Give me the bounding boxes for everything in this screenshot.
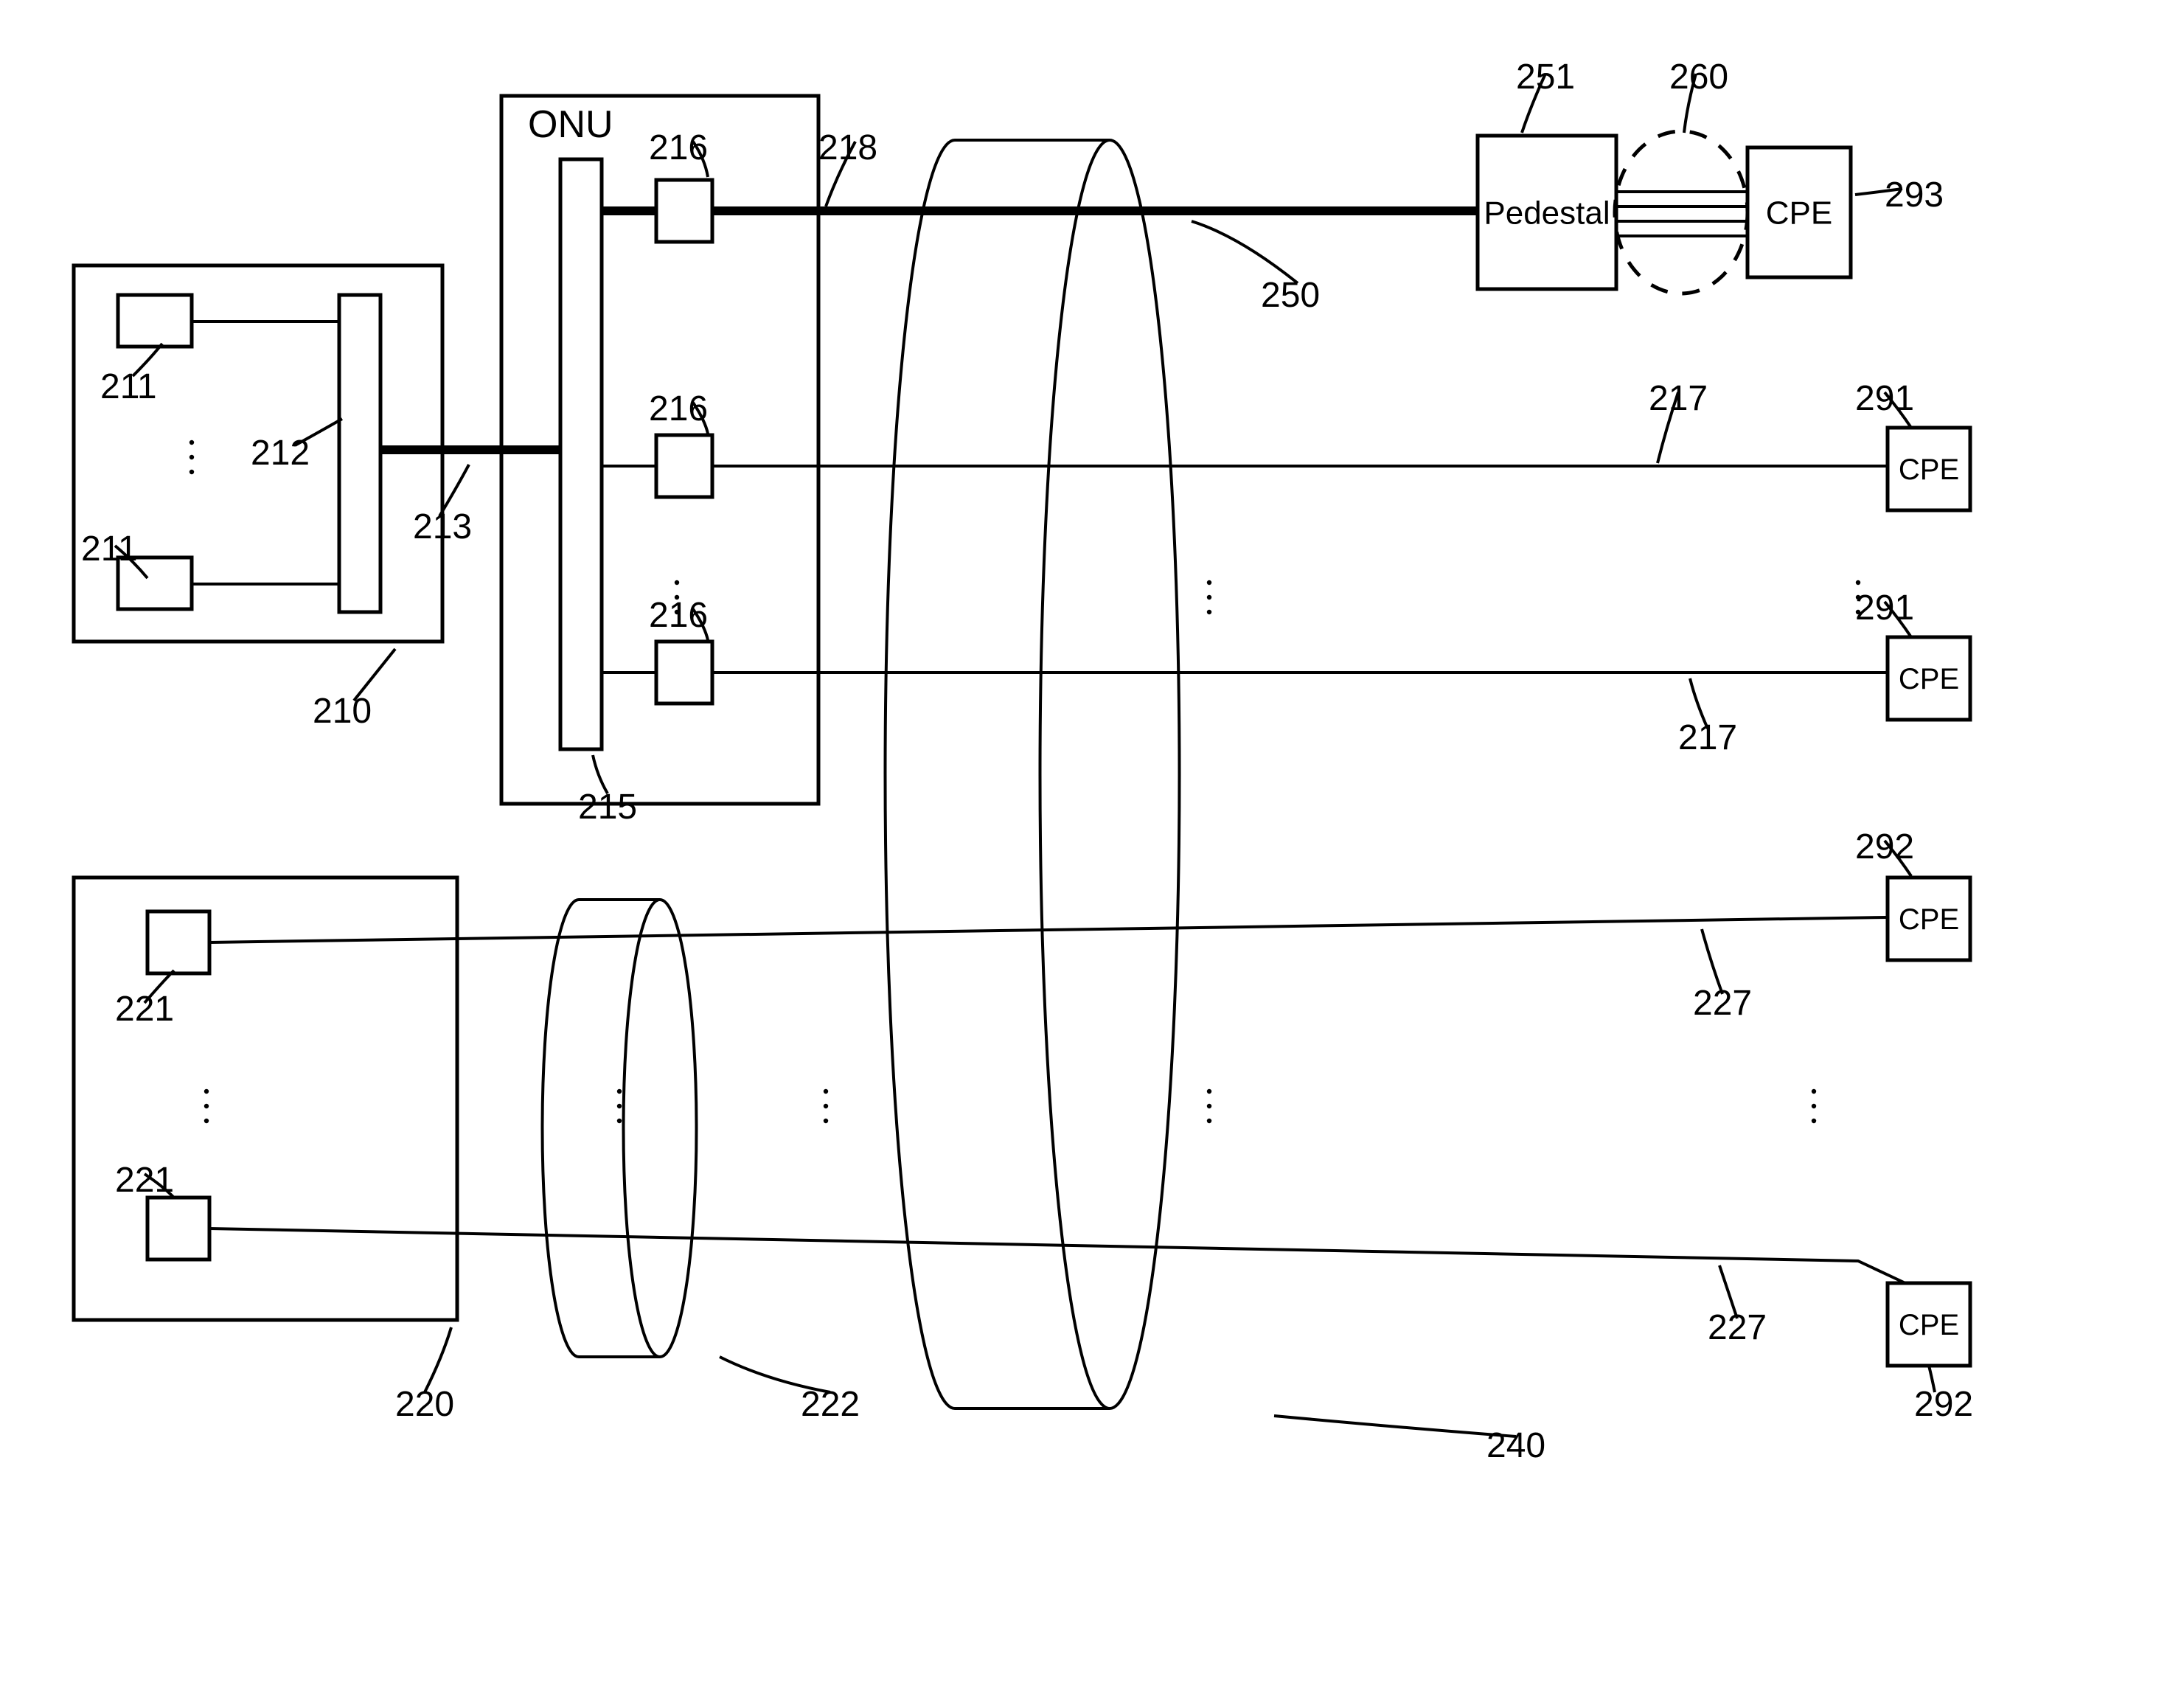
ref-291: 291 (1855, 588, 1914, 628)
box-cpe-292b-label: CPE (1899, 1309, 1959, 1341)
ellipsis-dot (1812, 1119, 1816, 1123)
ellipsis-dot (617, 1104, 622, 1108)
ellipsis-dot (189, 455, 194, 459)
ref-212: 212 (251, 434, 310, 473)
ref-215: 215 (578, 788, 637, 827)
ellipsis-dot (204, 1104, 209, 1108)
ellipsis-dot (1812, 1104, 1816, 1108)
ellipsis-dot (1207, 610, 1211, 614)
ref-240: 240 (1486, 1426, 1545, 1465)
ellipsis-dot (1207, 1089, 1211, 1094)
ref-211: 211 (81, 529, 138, 569)
ellipsis-dot (824, 1089, 828, 1094)
ellipsis-dot (617, 1089, 622, 1094)
box-216b (656, 435, 712, 497)
box-pedestal-label: Pedestal (1484, 195, 1610, 231)
box-221b (147, 1198, 209, 1260)
leader-line (1274, 1416, 1516, 1436)
ref-227: 227 (1708, 1308, 1767, 1347)
box-220 (74, 878, 457, 1320)
bundle-260 (1615, 131, 1747, 293)
ellipsis-dot (1812, 1089, 1816, 1094)
box-cpe-292a-label: CPE (1899, 903, 1959, 936)
ellipsis-dot (1207, 580, 1211, 585)
wire (209, 1229, 1905, 1283)
ref-292: 292 (1855, 827, 1914, 866)
ref-221: 221 (115, 990, 174, 1029)
ref-250: 250 (1261, 276, 1320, 315)
ellipsis-dot (204, 1119, 209, 1123)
ref-216: 216 (649, 596, 708, 635)
ellipsis-dot (189, 470, 194, 474)
ref-292: 292 (1914, 1385, 1973, 1424)
ref-217: 217 (1678, 718, 1737, 757)
box-212 (339, 295, 380, 612)
box-cpe-291b-label: CPE (1899, 663, 1959, 695)
ref-218: 218 (818, 128, 877, 167)
ref-291: 291 (1855, 379, 1914, 418)
ref-216: 216 (649, 128, 708, 167)
leader-line (425, 1327, 451, 1392)
ref-227: 227 (1693, 984, 1752, 1023)
ellipsis-dot (617, 1119, 622, 1123)
ellipsis-dot (1856, 580, 1860, 585)
box-onu-label: ONU (528, 103, 613, 146)
ellipsis-dot (189, 440, 194, 445)
ref-213: 213 (413, 507, 472, 546)
ellipsis-dot (1207, 595, 1211, 600)
ellipsis-dot (824, 1119, 828, 1123)
leader-line (1192, 221, 1298, 283)
box-216a (656, 180, 712, 242)
ref-217: 217 (1649, 379, 1708, 418)
ref-260: 260 (1669, 58, 1728, 97)
box-211a (118, 295, 192, 347)
ellipsis-dot (204, 1089, 209, 1094)
ref-221: 221 (115, 1161, 174, 1200)
ref-210: 210 (313, 692, 372, 731)
ellipsis-dot (675, 580, 679, 585)
ref-211: 211 (100, 367, 157, 406)
ref-293: 293 (1885, 176, 1944, 215)
box-216c (656, 642, 712, 703)
box-221a (147, 911, 209, 973)
ellipsis-dot (824, 1104, 828, 1108)
box-215 (560, 159, 602, 749)
ellipsis-dot (1207, 1104, 1211, 1108)
ref-222: 222 (801, 1385, 860, 1424)
ref-251: 251 (1516, 58, 1575, 97)
ref-216: 216 (649, 389, 708, 428)
box-cpe-293-label: CPE (1766, 195, 1832, 231)
ellipsis-dot (1207, 1119, 1211, 1123)
wire (209, 917, 1888, 942)
box-cpe-291a-label: CPE (1899, 454, 1959, 486)
ref-220: 220 (395, 1385, 454, 1424)
